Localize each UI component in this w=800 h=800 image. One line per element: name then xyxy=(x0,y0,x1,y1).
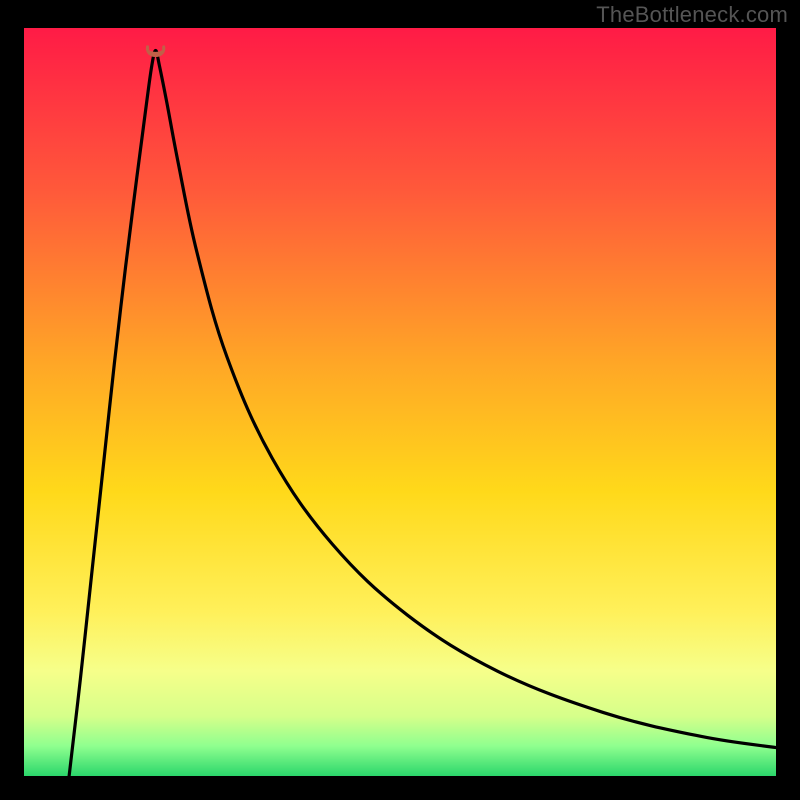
plot-background xyxy=(24,28,776,776)
watermark-text: TheBottleneck.com xyxy=(596,2,788,28)
chart-stage: TheBottleneck.com xyxy=(0,0,800,800)
bottleneck-chart xyxy=(0,0,800,800)
